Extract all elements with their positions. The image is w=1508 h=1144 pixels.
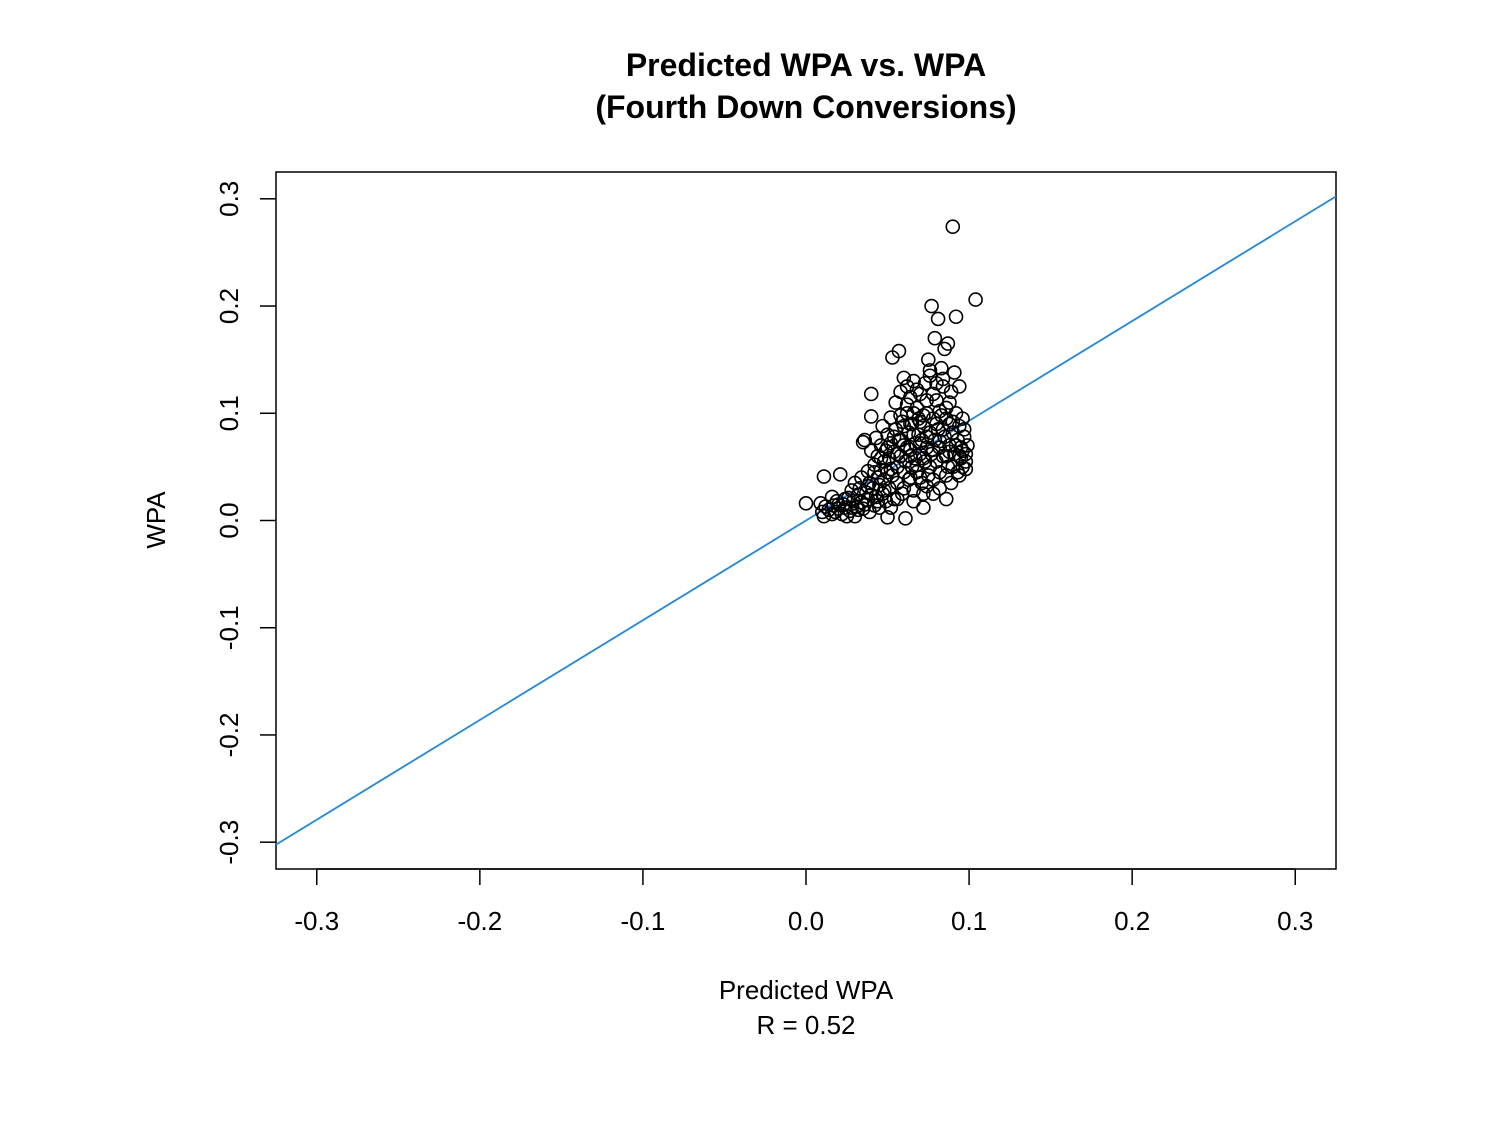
y-tick-label: -0.2 (214, 713, 244, 758)
data-point (903, 416, 918, 432)
data-point (955, 411, 970, 426)
x-tick-label: -0.1 (621, 906, 666, 936)
data-point (860, 478, 876, 494)
x-tick-label: 0.3 (1277, 906, 1313, 936)
data-point (863, 409, 879, 424)
data-point (935, 371, 951, 387)
data-point (916, 500, 931, 515)
data-point (857, 432, 873, 448)
x-tick-label: -0.3 (294, 906, 339, 936)
data-point (956, 422, 972, 437)
x-axis-sublabel: R = 0.52 (756, 1010, 855, 1040)
data-point (816, 469, 832, 484)
data-point (880, 509, 895, 525)
data-point (863, 386, 879, 402)
data-point (932, 481, 948, 496)
data-point (916, 486, 931, 501)
data-point (956, 429, 972, 445)
data-point (850, 502, 866, 518)
data-point (880, 440, 895, 455)
data-point (940, 336, 956, 351)
data-point (916, 408, 931, 423)
data-point (925, 386, 941, 402)
y-tick-label: 0.3 (214, 181, 244, 217)
reference-line (275, 195, 1337, 846)
data-point (872, 477, 887, 493)
data-point (938, 491, 954, 507)
data-point (891, 343, 907, 359)
x-axis-label: Predicted WPA (719, 975, 894, 1005)
data-point (930, 311, 946, 327)
x-tick-label: -0.2 (457, 906, 502, 936)
data-point (927, 330, 943, 346)
y-tick-label: 0.0 (214, 502, 244, 538)
data-point (951, 379, 967, 394)
y-tick-label: 0.2 (214, 288, 244, 324)
data-point (960, 438, 975, 453)
y-tick-label: 0.1 (214, 395, 244, 431)
data-points (798, 219, 983, 526)
data-point (890, 446, 905, 462)
data-point (921, 352, 936, 367)
data-point (945, 219, 961, 234)
y-axis-label: WPA (141, 491, 171, 549)
data-point (924, 298, 939, 314)
data-point (876, 483, 892, 498)
data-point (893, 408, 908, 423)
data-point (883, 461, 899, 477)
data-point (958, 446, 974, 462)
data-point (832, 467, 848, 482)
data-point (903, 470, 918, 485)
data-point (909, 382, 925, 397)
data-point (935, 422, 951, 437)
axis-ticks: -0.3 -0.2 -0.1 0.0 0.1 0.2 0.3 -0.3 -0.2 -0.1 0.0 0… (214, 181, 1313, 936)
data-point (935, 379, 951, 394)
chart-title-line1: Predicted WPA vs. WPA (626, 47, 986, 83)
data-point (943, 384, 959, 400)
data-point (945, 414, 961, 430)
data-point (867, 464, 882, 480)
data-point (955, 443, 970, 459)
reference-line-group (275, 195, 1337, 846)
x-tick-label: 0.1 (951, 906, 987, 936)
data-point (906, 373, 921, 389)
data-point (958, 461, 974, 477)
x-tick-label: 0.0 (788, 906, 824, 936)
data-point (798, 496, 814, 511)
data-point (934, 360, 949, 376)
data-point (947, 365, 962, 380)
data-point (968, 292, 983, 307)
data-point (942, 395, 957, 410)
data-point (873, 451, 889, 466)
data-point (948, 309, 964, 325)
data-point (896, 370, 912, 386)
y-tick-label: -0.3 (214, 820, 244, 865)
data-point (922, 363, 938, 378)
data-point (896, 481, 912, 496)
data-point (938, 411, 954, 426)
data-point (855, 434, 871, 450)
y-tick-label: -0.1 (214, 605, 244, 650)
data-point (927, 432, 943, 448)
chart-title-line2: (Fourth Down Conversions) (595, 89, 1016, 125)
data-point (919, 429, 934, 445)
data-point (824, 506, 840, 522)
data-point (906, 493, 921, 509)
data-point (898, 511, 913, 526)
data-point (886, 429, 902, 445)
data-point (896, 418, 912, 434)
data-point (883, 500, 899, 515)
x-tick-label: 0.2 (1114, 906, 1150, 936)
